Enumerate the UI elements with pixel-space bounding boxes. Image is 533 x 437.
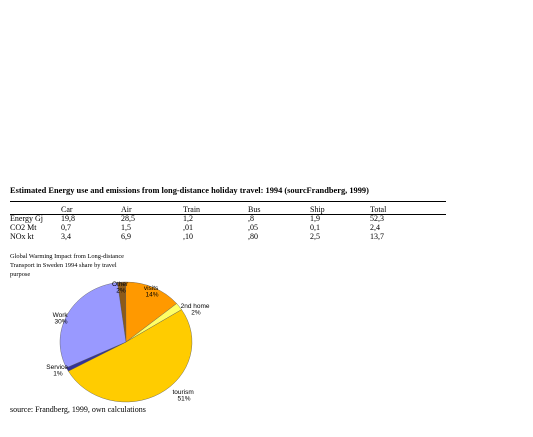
pie-chart: Other 2% visits 14% 2nd home 2% tourism … <box>46 281 212 403</box>
header-cell-car: Car <box>61 205 73 214</box>
table-cell: 3,4 <box>61 232 71 241</box>
slice-label-tourism: tourism 51% <box>172 389 195 403</box>
table-top-rule <box>10 201 446 202</box>
slice-label-service: Service 1% <box>46 364 70 378</box>
slice-label-2nd-home: 2nd home 2% <box>181 303 212 317</box>
table-row: Energy Gj 19,8 28,5 1,2 ,8 1,9 52,3 <box>10 214 415 223</box>
table-cell: ,01 <box>183 223 193 232</box>
header-cell-empty <box>10 205 61 214</box>
table-cell: 19,8 <box>61 214 75 223</box>
table-cell: 2,5 <box>310 232 320 241</box>
source-note: source: Frandberg, 1999, own calculation… <box>10 405 146 414</box>
table-cell: 2,4 <box>370 223 380 232</box>
row-label: CO2 Mt <box>10 223 37 232</box>
table-cell: 6,9 <box>121 232 131 241</box>
table-cell: 0,1 <box>310 223 320 232</box>
table-cell: 1,9 <box>310 214 320 223</box>
pie-title-line: Transport in Sweden 1994 share by travel <box>10 262 117 269</box>
table-header-rule <box>10 214 446 215</box>
table-header-row: Car Air Train Bus Ship Total <box>10 205 415 214</box>
table-cell: 13,7 <box>370 232 384 241</box>
table-row: CO2 Mt 0,7 1,5 ,01 ,05 0,1 2,4 <box>10 223 415 232</box>
table-title: Estimated Energy use and emissions from … <box>10 186 369 195</box>
slice-label-work: Work 30% <box>53 312 70 326</box>
row-label: NOx kt <box>10 232 34 241</box>
emissions-table: Car Air Train Bus Ship Total Energy Gj 1… <box>10 205 415 241</box>
table-cell: 28,5 <box>121 214 135 223</box>
table-cell: 1,5 <box>121 223 131 232</box>
table-cell: ,80 <box>248 232 258 241</box>
table-cell: ,8 <box>248 214 254 223</box>
pie-chart-title: Global Warming Impact from Long-distance… <box>10 252 250 279</box>
table-cell: 1,2 <box>183 214 193 223</box>
pie-slice-work <box>59 282 127 369</box>
slice-label-visits: visits 14% <box>144 285 160 299</box>
pie-title-line: Global Warming Impact from Long-distance <box>10 253 125 260</box>
header-cell-total: Total <box>370 205 387 214</box>
table-cell: ,05 <box>248 223 258 232</box>
table-cell: 0,7 <box>61 223 71 232</box>
header-cell-air: Air <box>121 205 132 214</box>
pie-slice-visits <box>125 281 177 343</box>
table-cell: ,10 <box>183 232 193 241</box>
header-cell-train: Train <box>183 205 201 214</box>
table-cell: 52,3 <box>370 214 384 223</box>
table-row: NOx kt 3,4 6,9 ,10 ,80 2,5 13,7 <box>10 232 415 241</box>
header-cell-bus: Bus <box>248 205 261 214</box>
row-label: Energy Gj <box>10 214 43 223</box>
slice-label-other: Other 2% <box>112 281 130 295</box>
pie-title-line: purpose <box>10 271 31 278</box>
header-cell-ship: Ship <box>310 205 325 214</box>
pie-slice-tourism <box>68 309 193 403</box>
